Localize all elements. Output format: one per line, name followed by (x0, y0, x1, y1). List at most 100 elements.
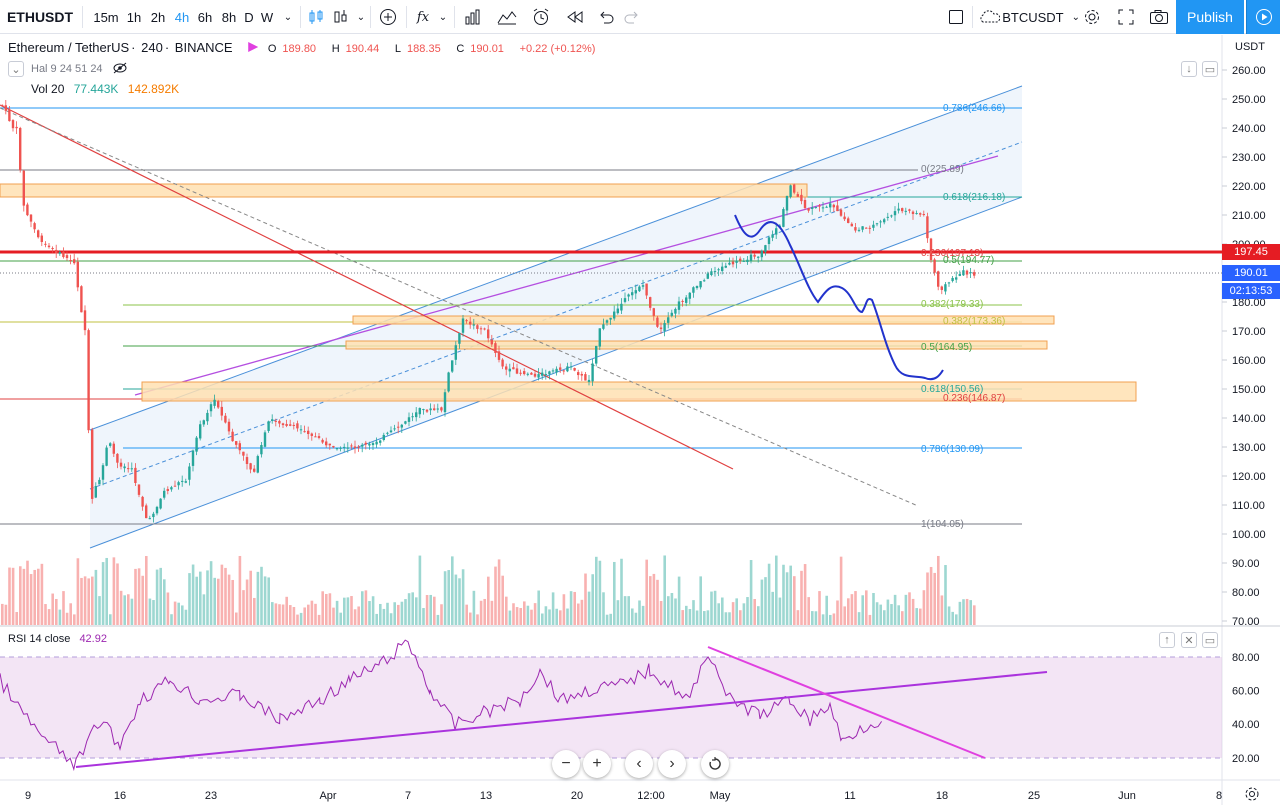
compare-symbol-button[interactable]: BTCUSDT ⌄ (978, 0, 1080, 34)
volume-bar (26, 560, 29, 625)
purple-trendline[interactable] (134, 155, 999, 396)
add-compare-icon[interactable] (376, 0, 400, 34)
support-zone-middle[interactable] (345, 340, 1048, 350)
collapse-chevron-icon[interactable]: ⌄ (8, 61, 24, 77)
candle-body (796, 194, 799, 197)
volume-bar (681, 610, 684, 625)
volume-bar (566, 608, 569, 625)
rsi-resistance-trendline[interactable] (707, 646, 986, 759)
interval-8h[interactable]: 8h (221, 9, 237, 25)
volume-bar (854, 591, 857, 625)
rsi-move-up-icon[interactable]: ↑ (1159, 632, 1175, 648)
candle-body (764, 245, 767, 252)
candles-icon[interactable] (304, 0, 328, 34)
red-downtrend-line[interactable] (0, 104, 734, 470)
candle-body (429, 408, 432, 411)
candle-body (847, 218, 850, 223)
candle-body (91, 429, 94, 499)
candle-body (742, 260, 745, 262)
scroll-down-icon[interactable]: ↓ (1181, 61, 1197, 77)
financials-icon[interactable] (460, 0, 486, 34)
volume-bar (548, 609, 551, 625)
candle-body (407, 417, 411, 422)
candle-body (382, 434, 385, 440)
reset-chart-button[interactable] (701, 750, 729, 778)
candle-body (739, 258, 742, 261)
volume-bar (109, 614, 112, 625)
support-zone-lower[interactable] (141, 381, 1137, 402)
channel-lower-line[interactable] (89, 196, 1023, 549)
undo-icon[interactable] (594, 0, 618, 34)
volume-bar (116, 563, 119, 625)
rsi-support-trendline[interactable] (75, 671, 1048, 768)
toolbar-divider (406, 6, 407, 28)
fullscreen-icon[interactable] (1114, 0, 1138, 34)
candle-body (926, 216, 929, 239)
indicators-chevron-icon[interactable]: ⌄ (438, 11, 448, 23)
volume-bar (346, 597, 350, 625)
zoom-in-button[interactable]: + (583, 750, 611, 778)
volume-bar (69, 603, 72, 625)
rsi-close-icon[interactable]: ✕ (1181, 632, 1197, 648)
layout-square-icon[interactable] (944, 0, 968, 34)
volume-bar (364, 590, 368, 625)
time-tick-label: 13 (480, 790, 492, 802)
channel-upper-line[interactable] (89, 85, 1023, 431)
chart-type-chevron-icon[interactable]: ⌄ (356, 11, 366, 23)
dashed-trendline[interactable] (0, 107, 919, 507)
candle-body (587, 379, 591, 382)
scroll-right-button[interactable]: › (658, 750, 686, 778)
projection-path[interactable] (734, 214, 944, 381)
maximize-pane-icon[interactable]: ▭ (1202, 61, 1218, 77)
bar-style-icon[interactable] (330, 0, 352, 34)
time-tick-label: May (710, 790, 731, 802)
resistance-zone[interactable] (0, 183, 808, 198)
scroll-left-button[interactable]: ‹ (625, 750, 653, 778)
flag-icon[interactable] (248, 42, 259, 52)
volume-bar (559, 610, 562, 625)
settings-gear-icon[interactable] (1080, 0, 1104, 34)
candle-body (785, 195, 789, 211)
rsi-maximize-icon[interactable]: ▭ (1202, 632, 1218, 648)
volume-bar (764, 577, 767, 625)
replay-icon[interactable] (562, 0, 588, 34)
alert-price-tag[interactable]: 197.45 (1222, 244, 1280, 260)
volume-bar (447, 570, 450, 625)
volume-bar (299, 612, 303, 625)
zoom-out-button[interactable]: − (552, 750, 580, 778)
rsi-label: RSI 14 close (8, 633, 71, 645)
redo-icon[interactable] (620, 0, 644, 34)
eye-hidden-icon[interactable] (112, 62, 128, 77)
volume-bar (145, 556, 148, 625)
interval-6h[interactable]: 6h (197, 9, 213, 25)
camera-snapshot-icon[interactable] (1146, 0, 1172, 34)
interval-2h[interactable]: 2h (150, 9, 166, 25)
volume-bar (616, 600, 620, 625)
volume-bar (4, 604, 8, 625)
volume-bars (1, 555, 976, 625)
fib-level-label: 0.5(194.77) (943, 255, 994, 266)
interval-1h[interactable]: 1h (126, 9, 142, 25)
indicators-fx-icon[interactable]: fx (416, 9, 430, 25)
publish-button[interactable]: Publish (1176, 0, 1244, 34)
price-axis[interactable]: 260.00250.00240.00230.00220.00210.00200.… (1222, 65, 1266, 628)
axis-settings-gear-icon[interactable] (1242, 784, 1262, 804)
candle-body (659, 327, 663, 330)
candle-body (199, 424, 202, 439)
interval-w[interactable]: W (260, 9, 274, 25)
support-zone-upper[interactable] (352, 315, 1055, 325)
interval-4h[interactable]: 4h (174, 9, 190, 25)
time-axis[interactable]: 9 16 23 Apr 7 13 20 12:00 May 11 18 25 Jun 8 (25, 790, 1222, 802)
interval-dropdown-chevron-icon[interactable]: ⌄ (283, 11, 293, 23)
alert-clock-icon[interactable] (528, 0, 554, 34)
play-icon[interactable] (1246, 0, 1280, 34)
volume-bar (796, 610, 800, 625)
interval-15m[interactable]: 15m (93, 9, 119, 25)
interval-d[interactable]: D (244, 9, 254, 25)
volume-bar (127, 594, 130, 625)
symbol-search-button[interactable]: ETHUSDT (7, 0, 73, 34)
candle-body (177, 482, 180, 486)
volume-bar (685, 605, 688, 625)
compare-chart-icon[interactable] (494, 0, 520, 34)
